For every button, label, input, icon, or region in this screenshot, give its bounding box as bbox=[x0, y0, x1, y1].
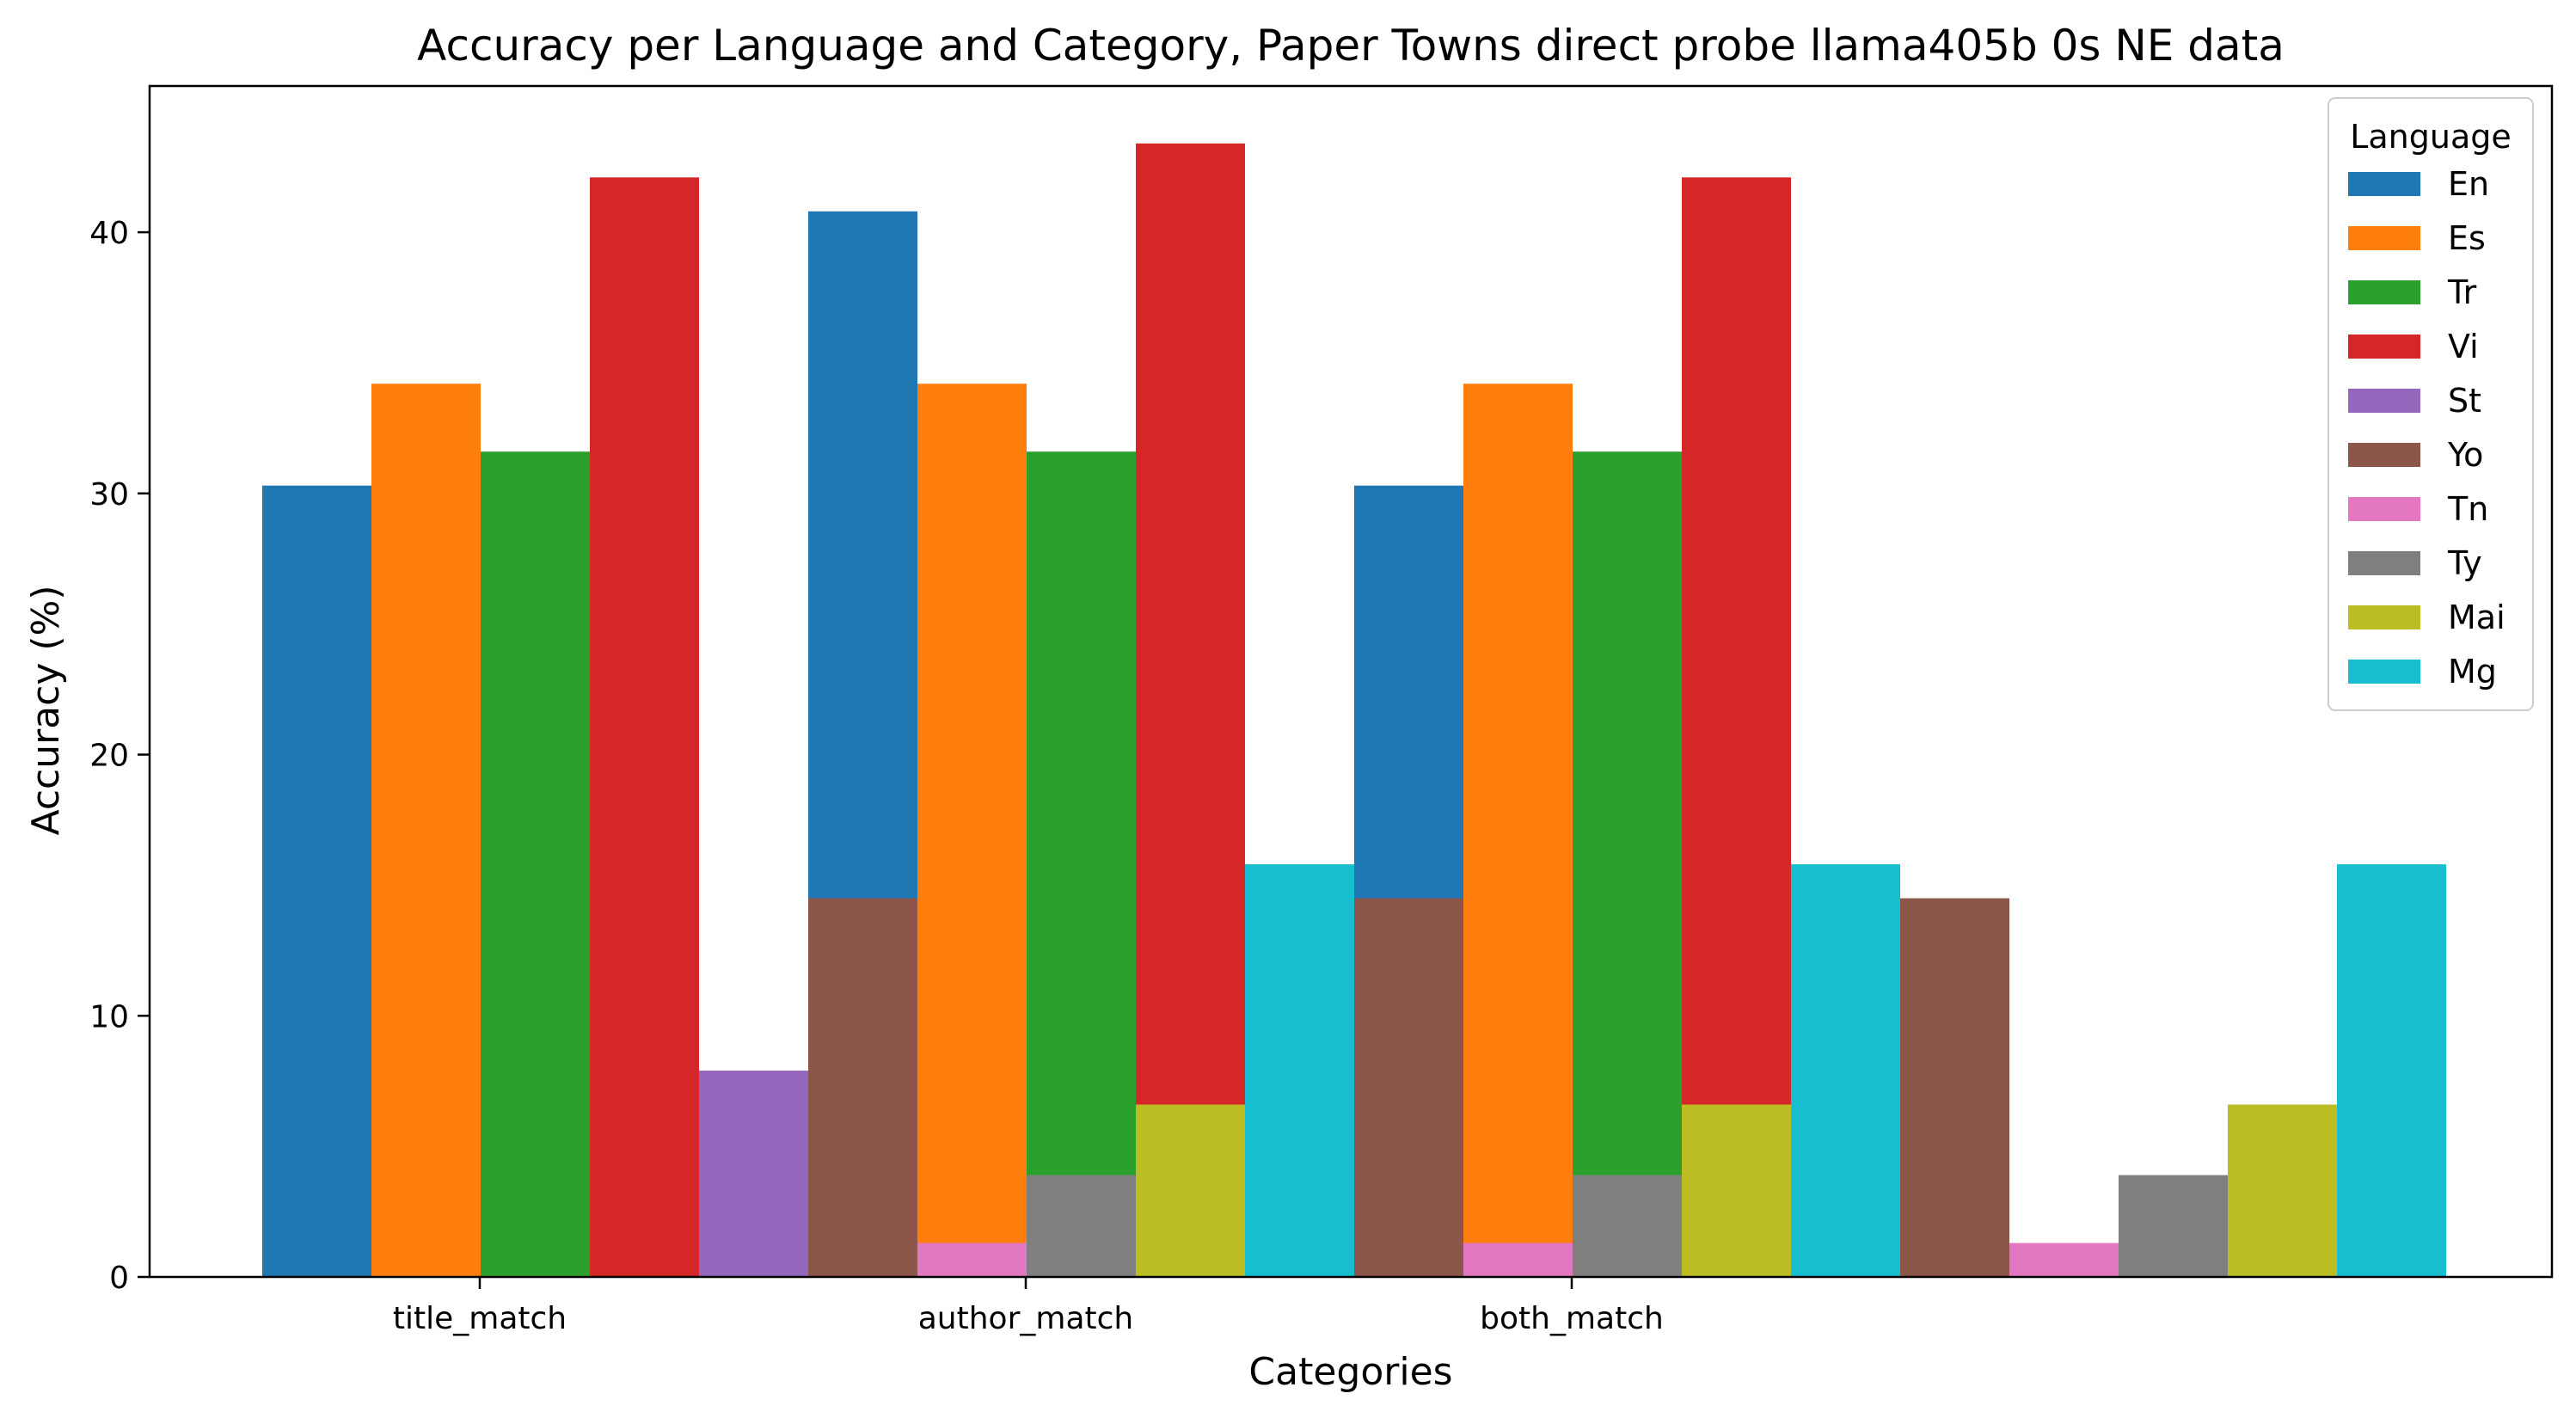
bar-yo-both-match bbox=[1900, 898, 2009, 1277]
chart-title: Accuracy per Language and Category, Pape… bbox=[417, 21, 2285, 71]
x-tick-label-both-match: both_match bbox=[1480, 1301, 1664, 1336]
legend-label-mai: Mai bbox=[2448, 598, 2505, 636]
bar-vi-both-match bbox=[1682, 177, 1791, 1278]
bars-layer bbox=[262, 143, 2446, 1278]
legend-items: En Es Tr Vi St Yo Tn Ty Mai Mg bbox=[2348, 165, 2505, 691]
legend-swatch-tr bbox=[2348, 280, 2420, 304]
legend-label-vi: Vi bbox=[2448, 328, 2479, 365]
bar-es-title-match bbox=[371, 384, 481, 1277]
legend-swatch-vi bbox=[2348, 335, 2420, 359]
bar-es-both-match bbox=[1463, 384, 1573, 1277]
x-tick-label-author-match: author_match bbox=[918, 1301, 1134, 1336]
y-tick-label: 10 bbox=[89, 999, 129, 1034]
legend-title: Language bbox=[2350, 118, 2512, 156]
bar-es-author-match bbox=[917, 384, 1027, 1277]
legend-swatch-mai bbox=[2348, 605, 2420, 629]
bar-tn-author-match bbox=[1463, 1243, 1573, 1277]
axes-layer: 0 10 20 30 40 title_match author_match both_mat… bbox=[89, 84, 2554, 1336]
legend-swatch-yo bbox=[2348, 443, 2420, 467]
bar-ty-both-match bbox=[2119, 1175, 2228, 1277]
legend-label-ty: Ty bbox=[2447, 544, 2482, 582]
legend-swatch-en bbox=[2348, 172, 2420, 196]
legend-swatch-es bbox=[2348, 226, 2420, 250]
bar-tr-title-match bbox=[481, 451, 590, 1277]
bar-mai-title-match bbox=[1136, 1104, 1245, 1277]
legend-swatch-mg bbox=[2348, 660, 2420, 684]
bar-st-title-match bbox=[699, 1071, 808, 1277]
bar-en-title-match bbox=[262, 485, 371, 1277]
bar-ty-title-match bbox=[1027, 1175, 1136, 1277]
y-tick-label: 40 bbox=[89, 216, 129, 251]
bar-tr-author-match bbox=[1027, 451, 1136, 1277]
bar-mai-both-match bbox=[2228, 1104, 2337, 1277]
bar-vi-author-match bbox=[1136, 143, 1245, 1277]
legend-swatch-tn bbox=[2348, 497, 2420, 521]
bar-vi-title-match bbox=[590, 177, 699, 1278]
bar-mg-author-match bbox=[1791, 864, 1900, 1277]
bar-yo-title-match bbox=[808, 898, 917, 1277]
legend-swatch-st bbox=[2348, 389, 2420, 413]
legend-label-mg: Mg bbox=[2448, 653, 2497, 691]
bar-mg-both-match bbox=[2337, 864, 2446, 1277]
plot-frame bbox=[148, 84, 2554, 1279]
x-axis-label: Categories bbox=[1248, 1350, 1452, 1394]
legend-label-tr: Tr bbox=[2447, 273, 2477, 311]
legend-swatch-ty bbox=[2348, 551, 2420, 575]
legend-label-en: En bbox=[2448, 165, 2489, 203]
legend: Language En Es Tr Vi St Yo Tn Ty Mai Mg bbox=[2328, 97, 2534, 711]
y-tick-label: 30 bbox=[89, 477, 129, 513]
legend-label-yo: Yo bbox=[2447, 436, 2483, 474]
legend-label-st: St bbox=[2448, 382, 2481, 420]
legend-label-es: Es bbox=[2448, 219, 2486, 257]
bar-tn-both-match bbox=[2009, 1243, 2119, 1277]
bar-mai-author-match bbox=[1682, 1104, 1791, 1277]
legend-label-tn: Tn bbox=[2447, 490, 2488, 528]
bar-yo-author-match bbox=[1354, 898, 1463, 1277]
y-tick-label: 0 bbox=[109, 1261, 129, 1296]
y-tick-label: 20 bbox=[89, 739, 129, 774]
y-axis-label: Accuracy (%) bbox=[24, 585, 68, 835]
bar-tr-both-match bbox=[1573, 451, 1682, 1277]
x-tick-label-title-match: title_match bbox=[393, 1301, 567, 1336]
bar-tn-title-match bbox=[917, 1243, 1027, 1277]
bar-ty-author-match bbox=[1573, 1175, 1682, 1277]
bar-mg-title-match bbox=[1245, 864, 1354, 1277]
